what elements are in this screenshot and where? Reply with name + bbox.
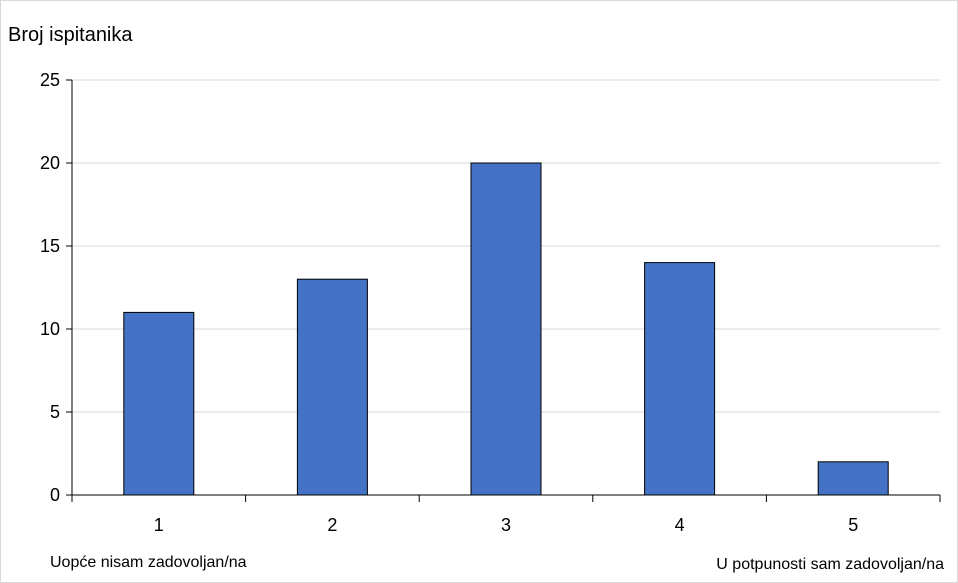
bar	[123, 311, 195, 496]
bar	[817, 461, 889, 496]
y-tick-label: 5	[50, 402, 60, 422]
bar	[470, 162, 542, 496]
x-tick-label: 2	[327, 515, 337, 535]
scale-high-annotation: U potpunosti sam zadovoljan/na	[716, 556, 944, 573]
bar	[644, 262, 716, 496]
y-tick-label: 10	[40, 319, 60, 339]
y-tick-label: 0	[50, 485, 60, 505]
x-tick-label: 5	[848, 515, 858, 535]
x-tick-label: 4	[675, 515, 685, 535]
x-tick-label: 3	[501, 515, 511, 535]
y-tick-label: 15	[40, 236, 60, 256]
bar	[296, 278, 368, 496]
x-tick-label: 1	[154, 515, 164, 535]
y-tick-label: 25	[40, 70, 60, 90]
y-tick-label: 20	[40, 153, 60, 173]
y-axis-label: Broj ispitanika	[8, 24, 133, 46]
scale-low-annotation: Uopće nisam zadovoljan/na	[50, 554, 247, 571]
